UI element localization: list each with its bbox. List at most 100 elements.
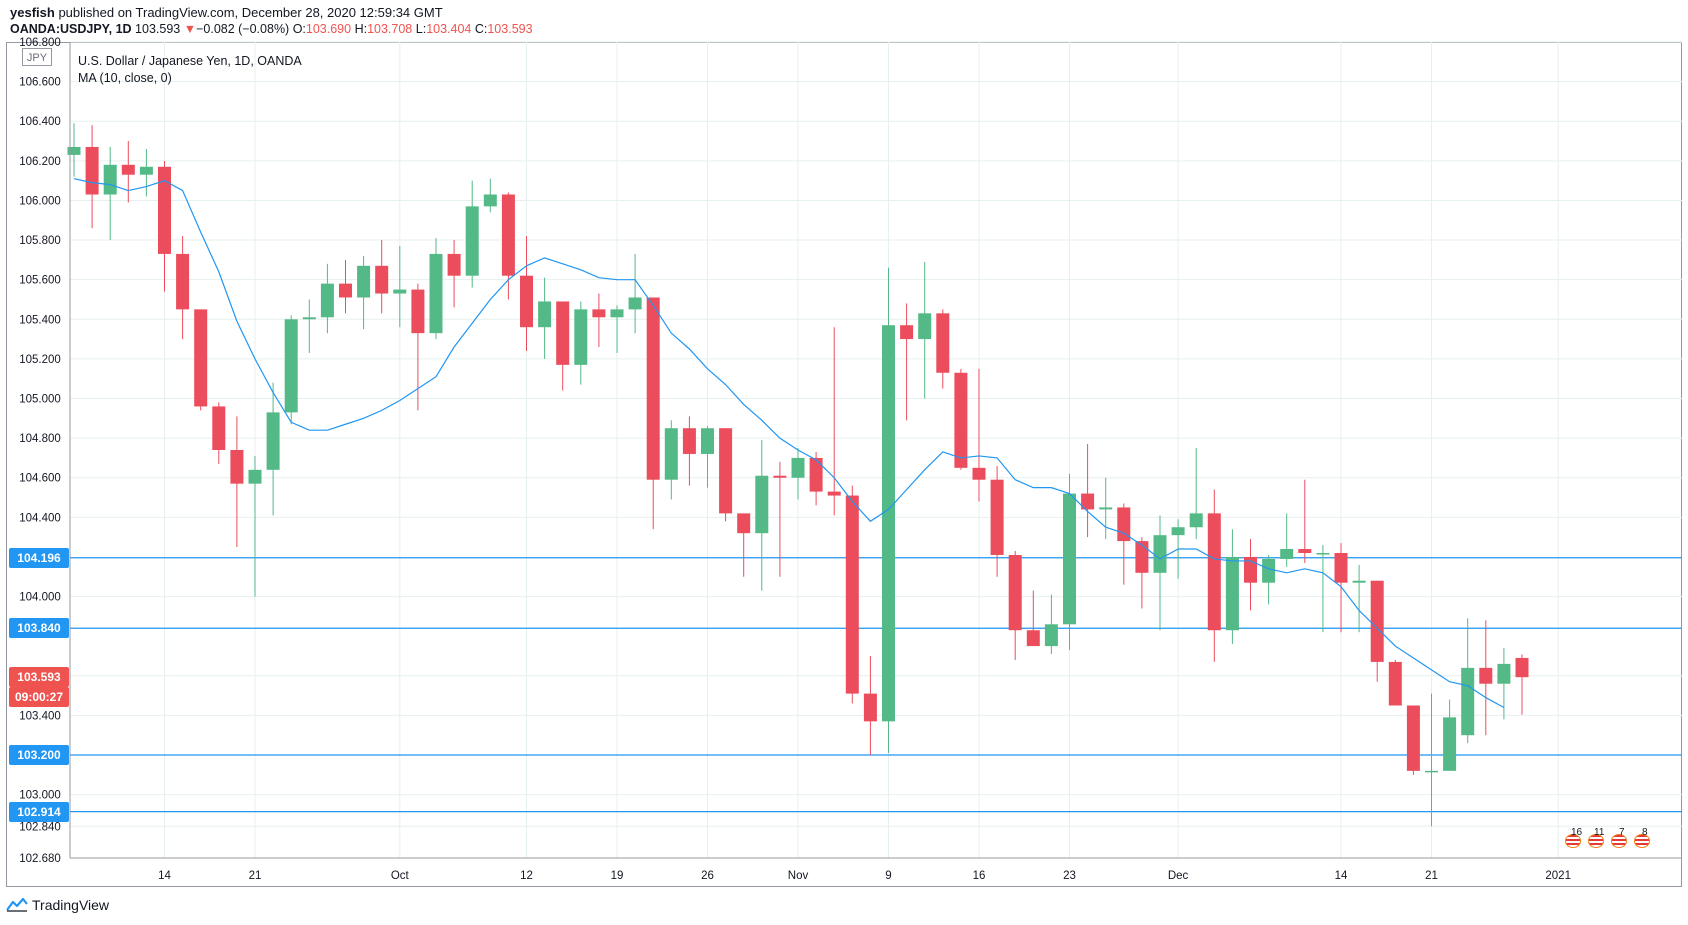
legend-ma[interactable]: MA (10, close, 0) bbox=[78, 71, 172, 85]
candle-body bbox=[411, 289, 425, 334]
candle-body bbox=[900, 325, 914, 340]
candle bbox=[1081, 444, 1095, 538]
y-tick-label: 105.400 bbox=[19, 314, 61, 326]
candle-body bbox=[610, 309, 624, 318]
candle-body bbox=[1443, 717, 1457, 771]
candle bbox=[266, 382, 280, 516]
candle-body bbox=[230, 450, 244, 484]
candle-body bbox=[628, 297, 642, 310]
candle bbox=[755, 440, 769, 591]
candle-body bbox=[302, 317, 316, 320]
candle bbox=[1244, 539, 1257, 611]
candle-body bbox=[682, 428, 696, 454]
candle bbox=[483, 178, 497, 213]
y-tick-label: 105.800 bbox=[19, 235, 61, 247]
x-tick-label: Nov bbox=[788, 870, 809, 882]
candle-body bbox=[1262, 558, 1276, 583]
candle bbox=[701, 426, 714, 488]
candle bbox=[248, 455, 262, 597]
candle-body bbox=[1352, 580, 1366, 583]
y-tick-label: 104.400 bbox=[19, 512, 61, 524]
candle bbox=[158, 160, 171, 292]
footer-brand[interactable]: TradingView bbox=[6, 897, 109, 913]
x-tick-label: 16 bbox=[973, 870, 986, 882]
event-badge[interactable]: 11 bbox=[1586, 827, 1608, 850]
candle bbox=[1388, 659, 1402, 706]
close-value: 103.593 bbox=[487, 22, 533, 36]
candle-body bbox=[212, 406, 226, 450]
y-tick-label: 105.600 bbox=[19, 275, 61, 287]
price-tag-line-3: 103.200 bbox=[9, 745, 69, 765]
candle bbox=[646, 297, 660, 530]
event-badge[interactable]: 16 bbox=[1563, 827, 1585, 850]
candle-body bbox=[1081, 493, 1095, 510]
candle-body bbox=[1244, 556, 1257, 583]
candle-body bbox=[320, 283, 334, 318]
publish-line: yesfish published on TradingView.com, De… bbox=[10, 4, 533, 21]
close-label: C: bbox=[474, 22, 488, 36]
grid-layer bbox=[70, 41, 1682, 859]
us-flag-icon bbox=[1611, 834, 1627, 848]
candle-body bbox=[447, 253, 461, 276]
candle bbox=[1044, 594, 1058, 654]
economic-events: 16 11 7 8 bbox=[1563, 827, 1654, 850]
candle bbox=[302, 299, 316, 353]
publisher-name[interactable]: yesfish bbox=[10, 5, 55, 20]
candle bbox=[809, 451, 823, 506]
candle bbox=[501, 192, 515, 300]
candle bbox=[230, 416, 244, 548]
candles-layer bbox=[67, 123, 1529, 827]
candle bbox=[284, 315, 298, 425]
candle bbox=[1298, 479, 1312, 563]
footer-brand-label: TradingView bbox=[32, 897, 110, 913]
candle bbox=[1063, 473, 1076, 651]
price-tag-line-2: 103.840 bbox=[9, 618, 69, 639]
x-tick-label: 14 bbox=[1335, 870, 1348, 882]
candle-body bbox=[1207, 513, 1221, 631]
candle-body bbox=[1461, 667, 1475, 736]
candle bbox=[121, 141, 135, 203]
candle bbox=[592, 293, 606, 348]
event-badge[interactable]: 8 bbox=[1632, 827, 1654, 850]
ma-layer bbox=[73, 178, 1505, 709]
y-tick-label: 106.200 bbox=[19, 156, 61, 168]
y-tick-label: 103.400 bbox=[19, 710, 61, 722]
candle-body bbox=[357, 265, 371, 298]
candle bbox=[556, 301, 570, 391]
candle bbox=[1425, 693, 1438, 827]
candle bbox=[1117, 503, 1131, 585]
y-tick-label: 104.800 bbox=[19, 433, 61, 445]
candle-body bbox=[882, 325, 895, 722]
candle bbox=[1352, 564, 1366, 633]
tradingview-logo-icon bbox=[6, 898, 28, 912]
change-value: −0.082 (−0.08%) bbox=[196, 22, 290, 36]
candle-body bbox=[1280, 549, 1294, 559]
candle-body bbox=[483, 194, 497, 207]
candle bbox=[1443, 699, 1457, 771]
candle bbox=[1515, 654, 1529, 715]
candle bbox=[1153, 515, 1167, 631]
event-badge[interactable]: 7 bbox=[1609, 827, 1631, 850]
x-tick-label: 9 bbox=[885, 870, 891, 882]
chart-legend: U.S. Dollar / Japanese Yen, 1D, OANDA MA… bbox=[78, 53, 302, 87]
candle-body bbox=[1026, 630, 1040, 647]
y-tick-label: 104.600 bbox=[19, 473, 61, 485]
candle bbox=[1497, 648, 1511, 720]
symbol-label[interactable]: OANDA:USDJPY, 1D bbox=[10, 22, 132, 36]
candle bbox=[1406, 705, 1420, 775]
candle bbox=[936, 309, 950, 389]
candle-body bbox=[1479, 667, 1493, 684]
candle-body bbox=[719, 428, 733, 514]
x-tick-label: Dec bbox=[1168, 870, 1189, 882]
currency-label[interactable]: JPY bbox=[22, 48, 52, 66]
horizontal-lines-layer bbox=[70, 557, 1682, 813]
candle bbox=[357, 255, 371, 330]
candle-body bbox=[936, 313, 950, 373]
candle-body bbox=[284, 319, 298, 413]
x-tick-label: 26 bbox=[701, 870, 714, 882]
event-count: 7 bbox=[1619, 827, 1625, 838]
candle bbox=[1280, 513, 1294, 567]
legend-title[interactable]: U.S. Dollar / Japanese Yen, 1D, OANDA bbox=[78, 54, 302, 68]
candle bbox=[520, 236, 533, 351]
